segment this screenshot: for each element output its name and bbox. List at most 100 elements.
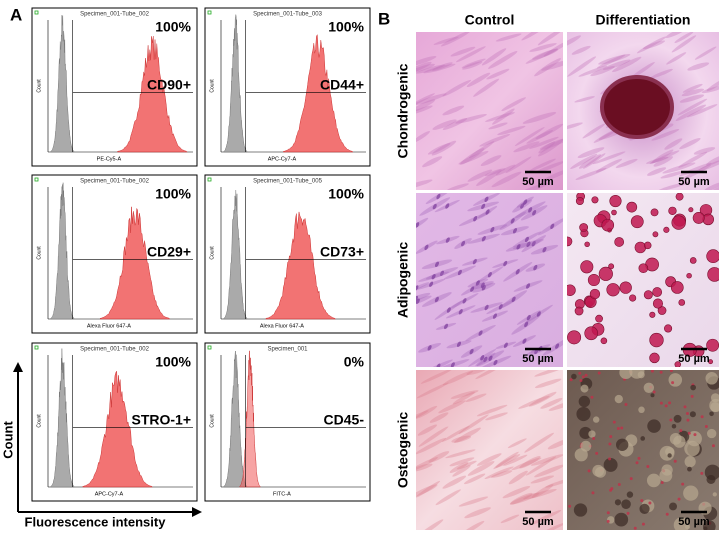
nucleus [432,203,437,210]
cell [452,391,475,405]
cell [502,485,531,499]
cell [461,58,486,69]
cell [590,66,615,77]
cell [423,63,456,74]
lipid-droplet [649,352,660,364]
cell [524,432,555,453]
cell [416,179,433,190]
nucleus [536,311,541,317]
cell [612,56,642,73]
cell [539,137,563,150]
row-header: Chondrogenic [395,63,411,158]
lipid-droplet [587,273,600,287]
cell [509,492,533,505]
mineral [671,381,675,385]
cell [485,412,508,421]
lipid-droplet [614,237,625,247]
cell [651,129,680,141]
nucleus [523,199,528,205]
axis-title: Fluorescence intensity [25,514,167,529]
mineral [659,469,673,482]
histogram [223,14,248,153]
lipid-droplet [643,241,652,250]
mineral [700,415,704,419]
y-axis-label: Count [36,246,42,260]
histogram [50,348,75,488]
cell [537,32,563,46]
nucleus [533,264,538,271]
nucleus [515,269,520,275]
cell [538,138,563,157]
mineral [671,424,677,429]
cell [441,425,470,442]
scale-bar-label: 50 µm [678,516,710,528]
nucleus [498,304,503,310]
nucleus [532,210,537,216]
plot-header: Specimen_001-Tube_002 [80,179,149,185]
mineral [690,394,694,398]
nucleus [481,203,486,210]
scale-bar-label: 50 µm [522,516,554,528]
mineral [640,436,646,441]
histogram [99,206,171,320]
cell [416,56,437,67]
cell [491,470,513,478]
cell [528,158,556,172]
cell [416,437,447,455]
cell [479,133,511,147]
cell [530,475,555,484]
nucleus [481,285,486,291]
lipid-droplet [606,283,620,297]
cell [435,489,461,506]
mineral [595,466,606,478]
gate-icon [207,177,212,182]
mineral [617,483,621,487]
nucleus [487,271,492,278]
cell [510,492,540,505]
mineral [633,526,637,530]
cell [488,51,518,69]
mineral [660,480,664,484]
mineral [606,519,610,523]
nucleus [555,343,560,349]
cell [531,484,554,499]
cell [532,48,559,60]
histogram [117,36,188,153]
cell [445,449,476,459]
cell [682,83,703,93]
cell [535,123,563,140]
cell [698,158,719,172]
plot-header: Specimen_001-Tube_002 [80,347,149,353]
nucleus [431,273,436,280]
cell [458,496,489,507]
mineral [690,384,697,391]
cell [679,94,705,103]
nucleus [456,341,462,347]
arrow-head [13,362,23,372]
cell [545,477,563,488]
lipid-droplet [686,272,692,279]
x-axis-label: PE-Cy5-A [97,156,122,162]
cell [416,519,444,530]
plot-header: Specimen_001-Tube_002 [80,12,149,18]
mineral [578,371,582,375]
nucleus [484,196,489,203]
mineral [706,428,717,439]
lipid-droplet [598,266,613,281]
cell [701,85,719,94]
cell [693,147,716,155]
marker-label: STRO-1+ [131,411,191,427]
cell [451,435,472,443]
cell [649,150,680,165]
cell [416,63,435,74]
cell [495,33,522,42]
nucleus [473,215,478,222]
cell [657,181,690,190]
mineral [683,405,687,409]
nucleus [424,244,429,251]
cell [530,454,563,466]
mineral [580,440,592,452]
cell [671,35,697,53]
mineral [579,379,583,383]
